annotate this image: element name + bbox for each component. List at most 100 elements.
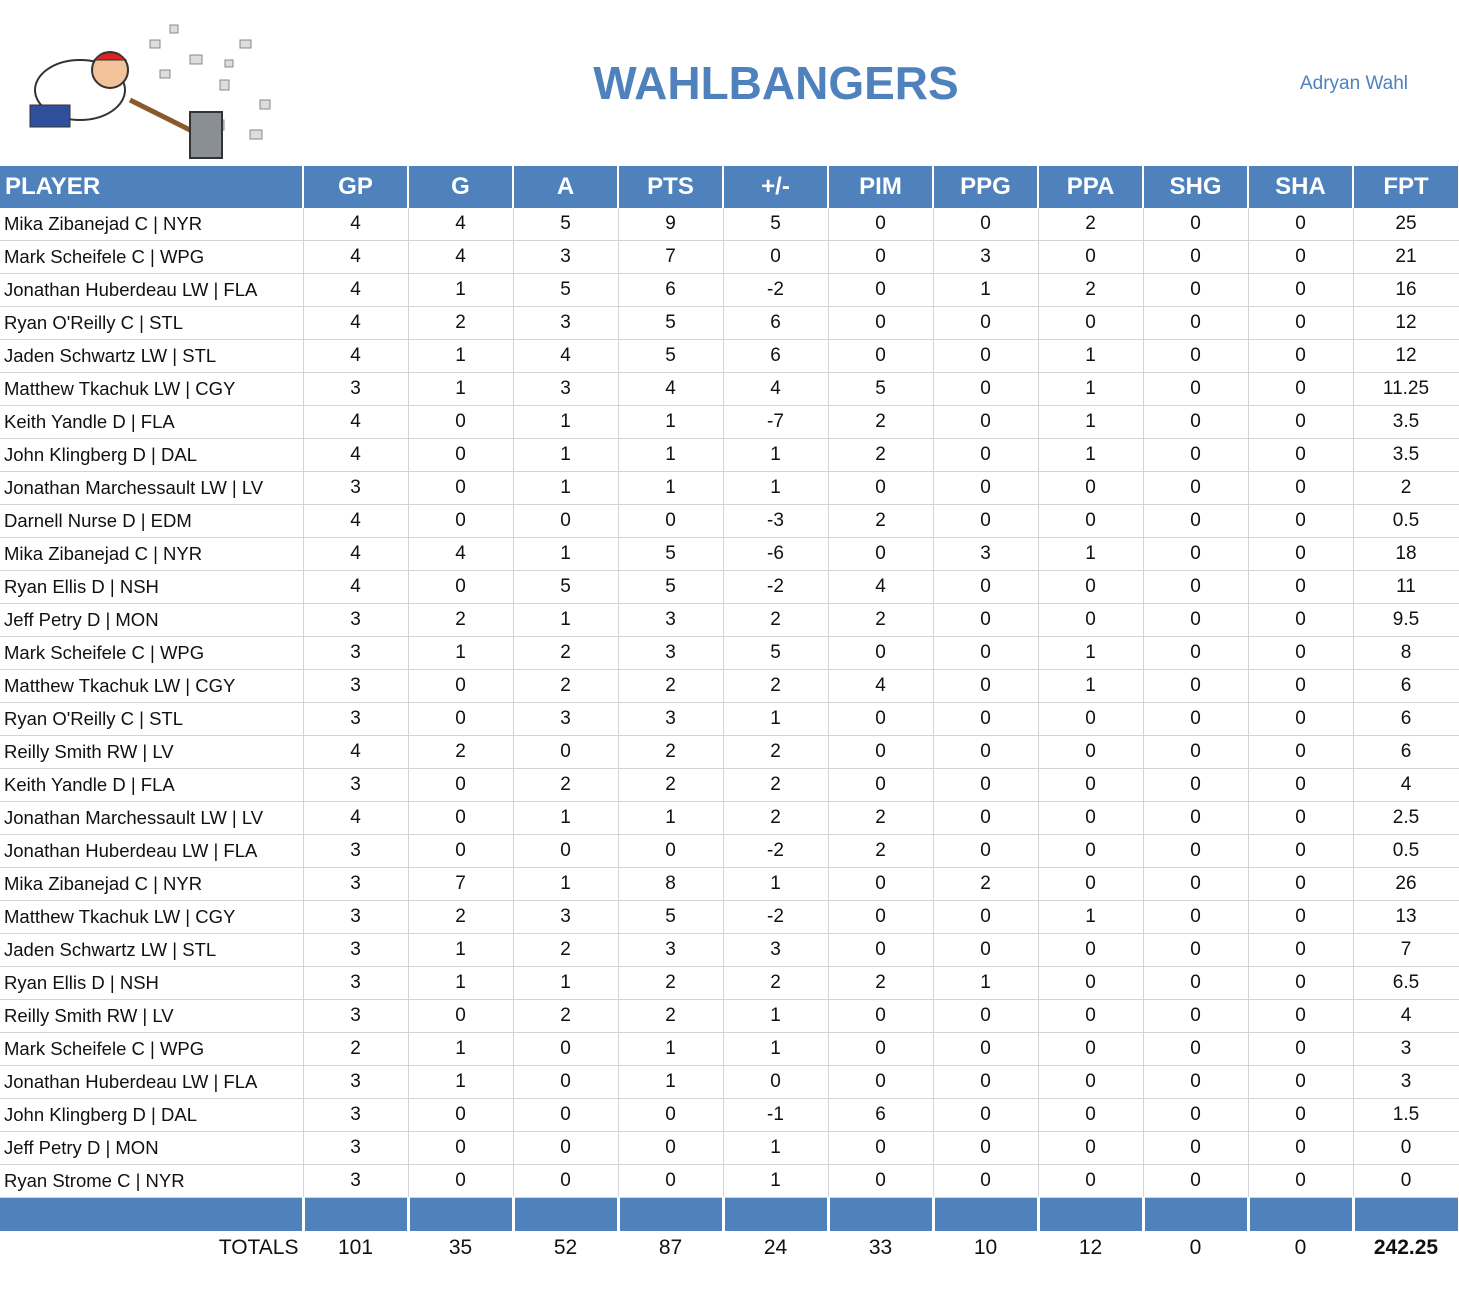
stat-cell: 1 bbox=[408, 339, 514, 373]
stat-cell: 0 bbox=[513, 1065, 619, 1099]
stat-cell: 0 bbox=[618, 504, 724, 538]
stat-cell: 0.5 bbox=[1353, 504, 1459, 538]
stat-cell: 0 bbox=[933, 1032, 1039, 1066]
stat-cell: 2 bbox=[1353, 471, 1459, 505]
stat-cell: 0 bbox=[1143, 999, 1249, 1033]
stat-cell: 5 bbox=[828, 372, 934, 406]
stat-cell: 0 bbox=[408, 1098, 514, 1132]
totals-row: TOTALS 101 35 52 87 24 33 10 12 0 0 242.25 bbox=[0, 1231, 1459, 1265]
stat-cell: 1 bbox=[723, 1032, 829, 1066]
stat-cell: 4 bbox=[303, 504, 409, 538]
stat-cell: 4 bbox=[408, 208, 514, 241]
stat-cell: 2 bbox=[618, 669, 724, 703]
stat-cell: 1 bbox=[1038, 405, 1144, 439]
stat-cell: 2 bbox=[1038, 273, 1144, 307]
stat-cell: 0 bbox=[1248, 867, 1354, 901]
stat-cell: 1 bbox=[933, 273, 1039, 307]
stat-cell: 0 bbox=[828, 240, 934, 274]
stat-cell: 0 bbox=[618, 1131, 724, 1165]
stat-cell: 0 bbox=[408, 405, 514, 439]
stat-cell: 4 bbox=[303, 405, 409, 439]
stat-cell: 6 bbox=[1353, 669, 1459, 703]
stat-cell: 5 bbox=[618, 570, 724, 604]
player-name: Ryan Ellis D | NSH bbox=[0, 570, 304, 604]
stat-cell: 1 bbox=[1038, 537, 1144, 571]
stat-cell: 0 bbox=[1143, 669, 1249, 703]
stat-cell: 0 bbox=[408, 834, 514, 868]
stat-cell: 1 bbox=[408, 1032, 514, 1066]
stat-cell: 0 bbox=[1248, 570, 1354, 604]
stat-cell: -2 bbox=[723, 834, 829, 868]
stat-cell: 6 bbox=[828, 1098, 934, 1132]
stat-cell: 4 bbox=[303, 801, 409, 835]
player-name: Jonathan Huberdeau LW | FLA bbox=[0, 1065, 304, 1099]
stat-cell: 4 bbox=[303, 570, 409, 604]
separator-cell bbox=[408, 1197, 515, 1231]
stat-cell: 13 bbox=[1353, 900, 1459, 934]
stat-cell: -2 bbox=[723, 570, 829, 604]
player-name: Mika Zibanejad C | NYR bbox=[0, 537, 304, 571]
separator-cell bbox=[618, 1197, 725, 1231]
stat-cell: 1 bbox=[513, 438, 619, 472]
stat-cell: 0 bbox=[1248, 240, 1354, 274]
separator-cell bbox=[723, 1197, 830, 1231]
stat-cell: 1 bbox=[723, 1131, 829, 1165]
stat-cell: 1 bbox=[408, 1065, 514, 1099]
stat-cell: 1 bbox=[618, 405, 724, 439]
total-cell: 52 bbox=[513, 1231, 619, 1265]
stat-cell: 1 bbox=[618, 1065, 724, 1099]
stat-cell: 0 bbox=[1143, 834, 1249, 868]
stat-cell: 18 bbox=[1353, 537, 1459, 571]
stat-cell: 0 bbox=[828, 471, 934, 505]
stat-cell: 2 bbox=[828, 504, 934, 538]
stat-cell: 0 bbox=[1248, 1065, 1354, 1099]
player-row: Mark Scheifele C | WPG 4 4 3 7 0 0 3 0 0 0 21 bbox=[0, 240, 1459, 274]
stat-cell: 0 bbox=[933, 1131, 1039, 1165]
stat-cell: 1 bbox=[1038, 636, 1144, 670]
player-row: Keith Yandle D | FLA 3 0 2 2 2 0 0 0 0 0 4 bbox=[0, 768, 1459, 802]
stat-cell: 0 bbox=[513, 834, 619, 868]
player-row: Ryan O'Reilly C | STL 4 2 3 5 6 0 0 0 0 0 12 bbox=[0, 306, 1459, 340]
stat-cell: 0 bbox=[828, 306, 934, 340]
separator-cell bbox=[1038, 1197, 1145, 1231]
stat-cell: 0 bbox=[828, 273, 934, 307]
stat-cell: 0 bbox=[408, 570, 514, 604]
column-header: PIM bbox=[828, 166, 934, 208]
player-row: Matthew Tkachuk LW | CGY 3 1 3 4 4 5 0 1 0 0 11.25 bbox=[0, 372, 1459, 406]
player-row: Jeff Petry D | MON 3 2 1 3 2 2 0 0 0 0 9.5 bbox=[0, 603, 1459, 637]
stat-cell: 0 bbox=[828, 768, 934, 802]
stat-cell: 0 bbox=[933, 669, 1039, 703]
player-row: Mark Scheifele C | WPG 3 1 2 3 5 0 0 1 0 0 8 bbox=[0, 636, 1459, 670]
player-name: Jaden Schwartz LW | STL bbox=[0, 339, 304, 373]
stat-cell: 26 bbox=[1353, 867, 1459, 901]
stat-cell: 7 bbox=[1353, 933, 1459, 967]
stat-cell: 3 bbox=[1353, 1065, 1459, 1099]
stat-cell: 4 bbox=[303, 438, 409, 472]
stat-cell: -7 bbox=[723, 405, 829, 439]
stats-table: PLAYER GP G A PTS +/- PIM PPG PPA SHG SHA FPT Mika … bbox=[0, 166, 1459, 1265]
total-cell: 87 bbox=[618, 1231, 724, 1265]
stat-cell: 0 bbox=[933, 801, 1039, 835]
separator-cell bbox=[828, 1197, 935, 1231]
stat-cell: 11.25 bbox=[1353, 372, 1459, 406]
stat-cell: 0 bbox=[408, 1131, 514, 1165]
stat-cell: 2 bbox=[723, 735, 829, 769]
stat-cell: 1 bbox=[1038, 339, 1144, 373]
stat-cell: 1 bbox=[618, 801, 724, 835]
player-name: Jonathan Marchessault LW | LV bbox=[0, 801, 304, 835]
stat-cell: 0 bbox=[1038, 1032, 1144, 1066]
stat-cell: 0 bbox=[1353, 1131, 1459, 1165]
player-name: Reilly Smith RW | LV bbox=[0, 999, 304, 1033]
stat-cell: 0 bbox=[933, 1164, 1039, 1198]
column-header: +/- bbox=[723, 166, 829, 208]
stat-cell: 0 bbox=[408, 702, 514, 736]
player-row: Jeff Petry D | MON 3 0 0 0 1 0 0 0 0 0 0 bbox=[0, 1131, 1459, 1165]
player-row: Jonathan Huberdeau LW | FLA 3 0 0 0 -2 2 0 0 0 0 0.… bbox=[0, 834, 1459, 868]
stat-cell: 0 bbox=[1038, 1131, 1144, 1165]
stat-cell: 2 bbox=[828, 966, 934, 1000]
stat-cell: 0 bbox=[513, 1098, 619, 1132]
stat-cell: 0 bbox=[723, 1065, 829, 1099]
stat-cell: 4 bbox=[303, 306, 409, 340]
stat-cell: 0 bbox=[933, 208, 1039, 241]
column-header: GP bbox=[303, 166, 409, 208]
